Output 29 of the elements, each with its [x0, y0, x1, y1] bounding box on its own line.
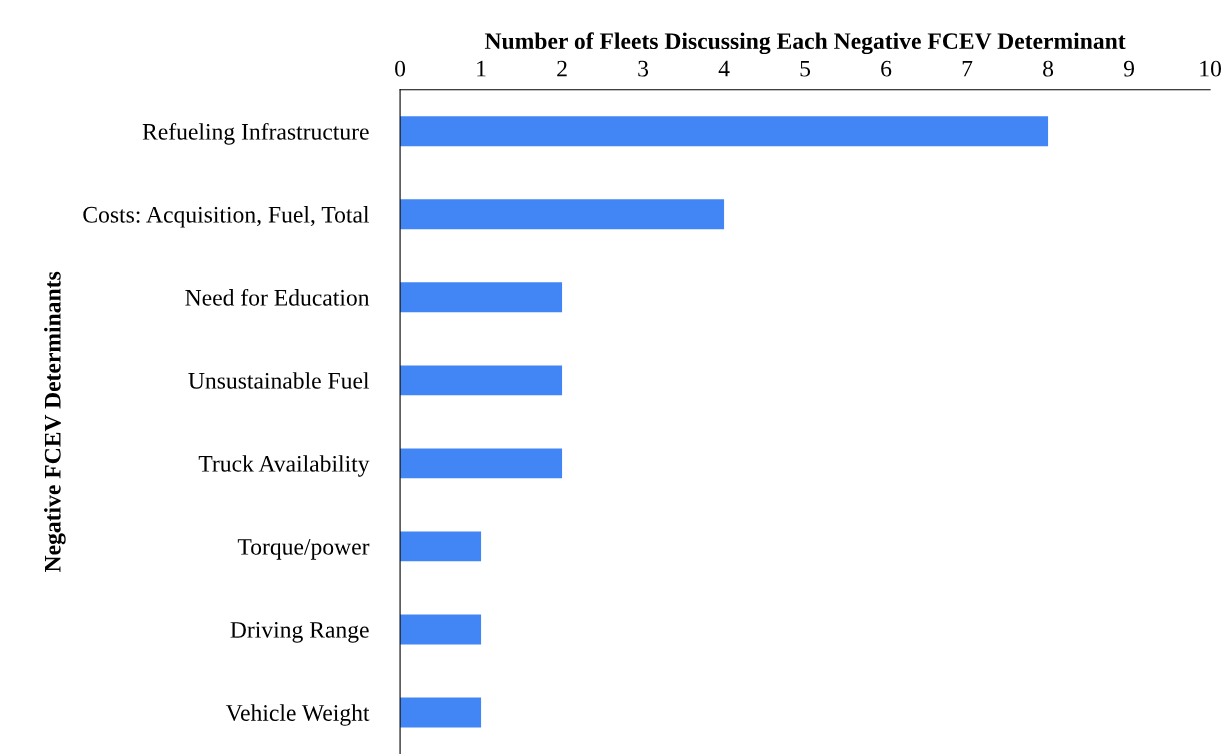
y-tick-label: Refueling Infrastructure [142, 122, 369, 145]
x-tick-label: 5 [800, 60, 811, 77]
x-tick-label: 9 [1123, 60, 1135, 77]
x-tick-label: 0 [395, 60, 406, 77]
x-tick-label: 6 [881, 60, 892, 77]
y-tick-label: Costs: Acquisition, Fuel, Total [83, 206, 370, 228]
y-tick-label: Unsustainable Fuel [188, 372, 370, 389]
x-tick-label: 10 [1200, 60, 1221, 77]
x-tick-label: 4 [718, 60, 730, 77]
bar [400, 448, 563, 479]
y-tick-label: Torque/power [237, 539, 370, 560]
y-tick-label: Vehicle Weight [225, 704, 370, 726]
bar [400, 365, 563, 396]
x-tick-label: 7 [962, 60, 973, 77]
y-tick-label: Need for Education [185, 288, 370, 306]
y-axis-title: Negative FCEV Determinants [44, 271, 66, 573]
bar [400, 199, 725, 230]
y-tick-label: Truck Availability [198, 455, 370, 477]
x-tick-label: 8 [1043, 60, 1054, 77]
bar [400, 116, 1049, 147]
x-tick-label: 3 [638, 60, 649, 77]
y-tick-label: Driving Range [230, 621, 369, 643]
bar [400, 282, 563, 313]
bar [400, 614, 482, 645]
x-tick-label: 1 [477, 60, 486, 77]
x-tick-label: 2 [557, 60, 567, 77]
x-axis-title: Number of Fleets Discussing Each Negative FCEV Determinant [484, 32, 1126, 55]
bar [400, 531, 482, 562]
bar [400, 697, 482, 728]
